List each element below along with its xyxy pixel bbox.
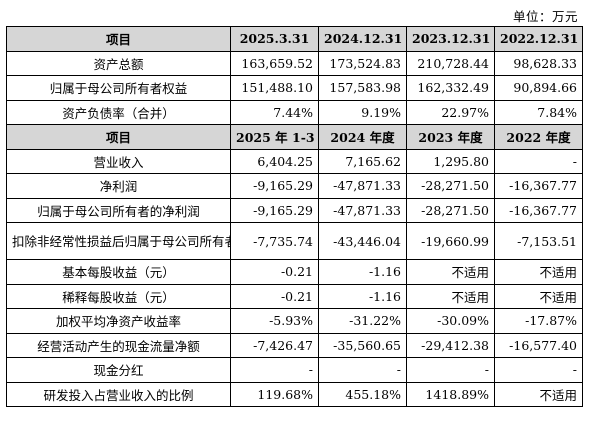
row-label: 现金分红 bbox=[6, 357, 231, 383]
row-value: 90,894.66 bbox=[494, 75, 583, 101]
row-value: -9,165.29 bbox=[230, 197, 319, 223]
row-label: 归属于母公司所有者的净利润 bbox=[6, 197, 231, 223]
row-value: - bbox=[406, 357, 495, 383]
row-value: 98,628.33 bbox=[494, 50, 583, 76]
row-value: -9,165.29 bbox=[230, 173, 319, 199]
row-value: 157,583.98 bbox=[318, 75, 407, 101]
row-value: 不适用 bbox=[406, 259, 495, 285]
balance-header-row: 项目 2025.3.31 2024.12.31 2023.12.31 2022.… bbox=[6, 26, 583, 52]
row-value: -30.09% bbox=[406, 308, 495, 334]
row-label: 资产负债率（合并） bbox=[6, 99, 231, 125]
row-value: -47,871.33 bbox=[318, 173, 407, 199]
header-cell: 2024.12.31 bbox=[318, 26, 407, 52]
row-value: 151,488.10 bbox=[230, 75, 319, 101]
row-value: -19,660.99 bbox=[406, 222, 495, 260]
row-value: -7,426.47 bbox=[230, 332, 319, 358]
row-value: 1418.89% bbox=[406, 381, 495, 407]
row-value: -0.21 bbox=[230, 259, 319, 285]
row-value: -17.87% bbox=[494, 308, 583, 334]
row-value: -29,412.38 bbox=[406, 332, 495, 358]
row-value: - bbox=[494, 357, 583, 383]
row-value: 119.68% bbox=[230, 381, 319, 407]
row-value: 不适用 bbox=[406, 283, 495, 309]
row-label: 研发投入占营业收入的比例 bbox=[6, 381, 231, 407]
table-row: 扣除非经常性损益后归属于母公司所有者的净利润 -7,735.74 -43,446… bbox=[6, 222, 583, 260]
row-value: 7,165.62 bbox=[318, 148, 407, 174]
table-row: 加权平均净资产收益率 -5.93% -31.22% -30.09% -17.87… bbox=[6, 308, 583, 334]
table-row: 归属于母公司所有者的净利润 -9,165.29 -47,871.33 -28,2… bbox=[6, 197, 583, 223]
row-value: -1.16 bbox=[318, 259, 407, 285]
row-value: -28,271.50 bbox=[406, 197, 495, 223]
table-row: 净利润 -9,165.29 -47,871.33 -28,271.50 -16,… bbox=[6, 173, 583, 199]
row-value: -7,153.51 bbox=[494, 222, 583, 260]
row-value: 不适用 bbox=[494, 381, 583, 407]
row-value: 163,659.52 bbox=[230, 50, 319, 76]
row-value: - bbox=[230, 357, 319, 383]
row-label: 净利润 bbox=[6, 173, 231, 199]
row-value: 22.97% bbox=[406, 99, 495, 125]
unit-label: 单位：万元 bbox=[512, 9, 578, 24]
table-row: 基本每股收益（元） -0.21 -1.16 不适用 不适用 bbox=[6, 259, 583, 285]
header-cell: 2025 年 1-3 月 bbox=[230, 124, 319, 150]
table-row: 资产总额 163,659.52 173,524.83 210,728.44 98… bbox=[6, 50, 583, 76]
row-label: 营业收入 bbox=[6, 148, 231, 174]
row-value: -47,871.33 bbox=[318, 197, 407, 223]
row-value: -16,367.77 bbox=[494, 197, 583, 223]
row-value: - bbox=[494, 148, 583, 174]
row-value: 1,295.80 bbox=[406, 148, 495, 174]
header-cell: 项目 bbox=[6, 124, 231, 150]
table-row: 研发投入占营业收入的比例 119.68% 455.18% 1418.89% 不适… bbox=[6, 381, 583, 407]
row-label: 扣除非经常性损益后归属于母公司所有者的净利润 bbox=[6, 222, 231, 260]
row-value: 162,332.49 bbox=[406, 75, 495, 101]
row-value: -0.21 bbox=[230, 283, 319, 309]
header-cell: 2022 年度 bbox=[494, 124, 583, 150]
row-value: 455.18% bbox=[318, 381, 407, 407]
header-cell: 项目 bbox=[6, 26, 231, 52]
row-value: 不适用 bbox=[494, 259, 583, 285]
row-label: 经营活动产生的现金流量净额 bbox=[6, 332, 231, 358]
row-value: 不适用 bbox=[494, 283, 583, 309]
table-row: 归属于母公司所有者权益 151,488.10 157,583.98 162,33… bbox=[6, 75, 583, 101]
row-value: -16,577.40 bbox=[494, 332, 583, 358]
row-value: -7,735.74 bbox=[230, 222, 319, 260]
header-cell: 2023.12.31 bbox=[406, 26, 495, 52]
row-value: -31.22% bbox=[318, 308, 407, 334]
row-value: -1.16 bbox=[318, 283, 407, 309]
financial-table: 项目 2025.3.31 2024.12.31 2023.12.31 2022.… bbox=[6, 26, 583, 407]
row-value: -28,271.50 bbox=[406, 173, 495, 199]
row-value: - bbox=[318, 357, 407, 383]
table-row: 现金分红 - - - - bbox=[6, 357, 583, 383]
row-label: 归属于母公司所有者权益 bbox=[6, 75, 231, 101]
header-cell: 2022.12.31 bbox=[494, 26, 583, 52]
row-value: 7.84% bbox=[494, 99, 583, 125]
header-cell: 2023 年度 bbox=[406, 124, 495, 150]
row-value: 210,728.44 bbox=[406, 50, 495, 76]
row-label: 加权平均净资产收益率 bbox=[6, 308, 231, 334]
row-value: -35,560.65 bbox=[318, 332, 407, 358]
table-row: 经营活动产生的现金流量净额 -7,426.47 -35,560.65 -29,4… bbox=[6, 332, 583, 358]
row-label: 基本每股收益（元） bbox=[6, 259, 231, 285]
row-label: 稀释每股收益（元） bbox=[6, 283, 231, 309]
row-label: 资产总额 bbox=[6, 50, 231, 76]
row-value: -5.93% bbox=[230, 308, 319, 334]
header-cell: 2024 年度 bbox=[318, 124, 407, 150]
row-value: 173,524.83 bbox=[318, 50, 407, 76]
row-value: 7.44% bbox=[230, 99, 319, 125]
table-row: 稀释每股收益（元） -0.21 -1.16 不适用 不适用 bbox=[6, 283, 583, 309]
row-value: -16,367.77 bbox=[494, 173, 583, 199]
header-cell: 2025.3.31 bbox=[230, 26, 319, 52]
table-row: 资产负债率（合并） 7.44% 9.19% 22.97% 7.84% bbox=[6, 99, 583, 125]
row-value: 9.19% bbox=[318, 99, 407, 125]
row-value: -43,446.04 bbox=[318, 222, 407, 260]
row-value: 6,404.25 bbox=[230, 148, 319, 174]
income-header-row: 项目 2025 年 1-3 月 2024 年度 2023 年度 2022 年度 bbox=[6, 124, 583, 150]
table-row: 营业收入 6,404.25 7,165.62 1,295.80 - bbox=[6, 148, 583, 174]
